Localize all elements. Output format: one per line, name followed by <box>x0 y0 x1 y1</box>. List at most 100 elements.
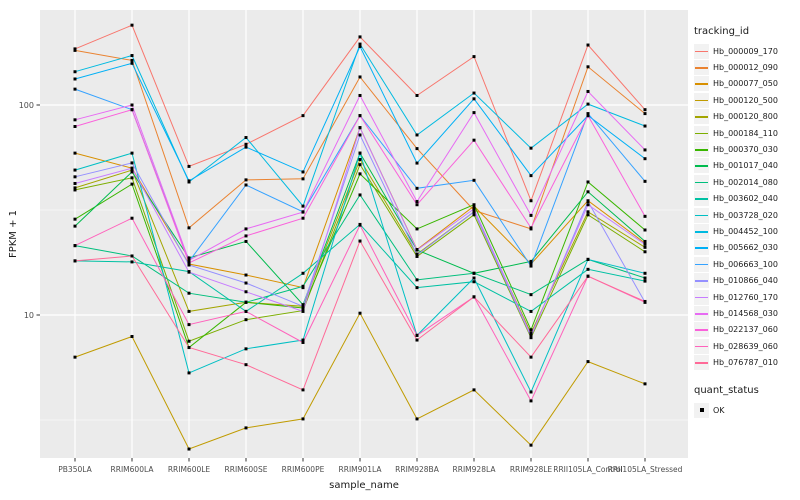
quant-legend-item: OK <box>694 402 798 418</box>
x-tick-label: RRIM600LA <box>111 465 155 474</box>
point-marker <box>586 210 590 214</box>
point-marker <box>73 244 77 248</box>
point-marker <box>586 267 590 271</box>
point-marker <box>187 258 191 262</box>
point-marker <box>529 213 533 217</box>
point-marker <box>130 161 134 165</box>
point-marker <box>358 158 362 162</box>
quant-legend-title: quant_status <box>694 384 759 396</box>
legend-key-swatch-icon <box>694 256 709 272</box>
point-marker <box>415 147 419 151</box>
x-tick-label: RRIM600LE <box>168 465 211 474</box>
point-marker <box>529 331 533 335</box>
point-marker <box>586 102 590 106</box>
point-marker <box>472 210 476 214</box>
point-marker <box>73 181 77 185</box>
legend-key-swatch-icon <box>694 109 709 125</box>
point-marker <box>187 291 191 295</box>
point-marker <box>472 271 476 275</box>
legend-item-label: Hb_028639_060 <box>713 341 778 351</box>
point-marker <box>130 108 134 112</box>
point-marker <box>301 284 305 288</box>
legend-item-label: Hb_010866_040 <box>713 276 778 286</box>
point-marker <box>415 278 419 282</box>
point-marker <box>244 136 248 140</box>
point-marker <box>73 355 77 359</box>
legend-item-label: Hb_006663_100 <box>713 259 778 269</box>
legend-item-Hb_010866_040: Hb_010866_040 <box>694 272 798 289</box>
point-marker <box>643 214 647 218</box>
point-marker <box>415 333 419 337</box>
legend-item-label: Hb_001017_040 <box>713 161 778 171</box>
point-marker <box>529 328 533 332</box>
point-marker <box>472 213 476 217</box>
point-marker <box>73 48 77 52</box>
x-tick-label: RRIM928BA <box>395 465 440 474</box>
point-marker <box>73 259 77 263</box>
point-marker <box>358 126 362 130</box>
point-marker <box>358 239 362 243</box>
point-marker <box>586 114 590 118</box>
legend-item-Hb_000012_090: Hb_000012_090 <box>694 59 798 76</box>
point-marker <box>643 148 647 152</box>
legend-key-swatch-icon <box>694 355 709 371</box>
point-marker <box>643 382 647 386</box>
point-marker <box>643 112 647 116</box>
point-marker <box>187 261 191 265</box>
point-marker <box>73 188 77 192</box>
point-marker <box>130 54 134 58</box>
legend-item-label: Hb_000012_090 <box>713 63 778 73</box>
point-marker <box>244 300 248 304</box>
point-marker <box>415 161 419 165</box>
point-marker <box>73 175 77 179</box>
legend-key-swatch-icon <box>694 125 709 141</box>
legend-item-Hb_000009_170: Hb_000009_170 <box>694 43 798 59</box>
point-marker <box>415 248 419 252</box>
point-marker <box>472 276 476 280</box>
point-marker <box>529 355 533 359</box>
point-marker <box>73 87 77 91</box>
point-marker <box>472 207 476 211</box>
legend-item-Hb_076787_010: Hb_076787_010 <box>694 354 798 371</box>
point-marker <box>187 371 191 375</box>
point-marker <box>301 114 305 118</box>
legend-key-swatch-icon <box>694 92 709 108</box>
point-marker <box>643 157 647 161</box>
legend-item-label: Hb_000370_030 <box>713 145 778 155</box>
point-marker <box>586 65 590 69</box>
point-marker <box>643 279 647 283</box>
point-marker <box>586 213 590 217</box>
legend-key-swatch-icon <box>694 191 709 207</box>
point-marker <box>244 178 248 182</box>
point-marker <box>130 58 134 62</box>
point-marker <box>244 142 248 146</box>
point-marker <box>643 228 647 232</box>
point-marker <box>244 239 248 243</box>
legend-item-label: Hb_000184_110 <box>713 128 778 138</box>
point-marker <box>301 170 305 174</box>
point-marker <box>73 168 77 172</box>
point-marker <box>358 311 362 315</box>
legend-key-swatch-icon <box>694 240 709 256</box>
point-marker <box>586 257 590 261</box>
point-marker <box>472 280 476 284</box>
point-marker <box>130 176 134 180</box>
point-marker <box>130 170 134 174</box>
point-marker <box>244 281 248 285</box>
point-marker <box>472 55 476 59</box>
point-marker <box>301 340 305 344</box>
point-marker <box>301 338 305 342</box>
point-marker <box>187 270 191 274</box>
point-marker <box>529 293 533 297</box>
point-marker <box>187 256 191 260</box>
point-marker <box>187 323 191 327</box>
x-tick-label: RRII105LA_Stressed <box>608 465 683 474</box>
point-marker <box>301 304 305 308</box>
point-marker <box>301 303 305 307</box>
point-marker <box>301 216 305 220</box>
point-marker <box>529 443 533 447</box>
legend-item-Hb_012760_170: Hb_012760_170 <box>694 289 798 305</box>
point-marker <box>358 133 362 137</box>
point-marker <box>187 179 191 183</box>
point-marker <box>358 193 362 197</box>
